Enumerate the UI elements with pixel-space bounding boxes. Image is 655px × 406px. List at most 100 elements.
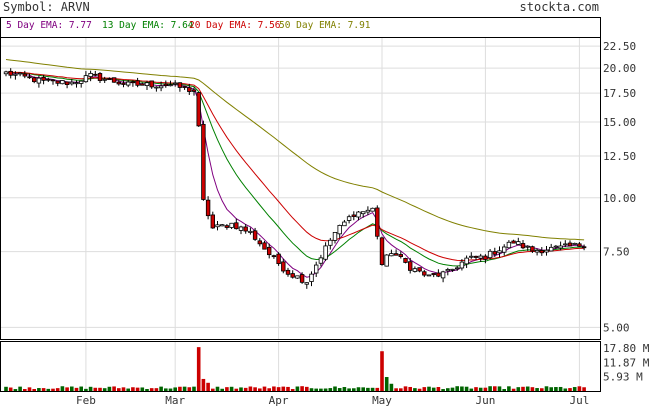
candle-up [17, 72, 23, 75]
volume-bar [300, 386, 304, 391]
legend-ema5: 5 Day EMA: 7.77 [6, 20, 92, 31]
candle-up [450, 268, 455, 271]
volume-bar [140, 387, 145, 391]
candle-down [281, 261, 286, 272]
candle-down [130, 81, 136, 84]
volume-bar [323, 388, 328, 391]
candle-down [436, 272, 441, 277]
candle-up [154, 86, 159, 89]
candle-down [234, 222, 239, 230]
volume-bar [215, 386, 220, 391]
candle-down [407, 261, 413, 271]
candle-up [102, 78, 107, 81]
volume-bar [84, 388, 88, 391]
price-tick-label: 22.50 [603, 40, 636, 53]
volume-bar [493, 386, 497, 391]
volume-bar [507, 386, 511, 391]
ema-line-50 [5, 59, 585, 241]
volume-bar [563, 388, 568, 391]
candle-up [370, 207, 375, 212]
candle-down [393, 253, 399, 256]
price-tick-label: 7.50 [603, 246, 630, 259]
volume-bar [521, 386, 525, 391]
volume-bar [65, 387, 69, 391]
candle-down [539, 250, 544, 254]
volume-bar [262, 386, 267, 391]
candle-down [224, 225, 230, 228]
volume-bar [27, 387, 32, 391]
volume-bar [239, 387, 243, 391]
candle-up [544, 249, 549, 253]
volume-bar [32, 388, 36, 391]
price-tick-label: 10.00 [603, 192, 636, 205]
volume-bar [333, 386, 337, 391]
volume-bar [18, 386, 22, 391]
volume-bar [60, 386, 65, 391]
candle-down [422, 271, 427, 276]
volume-bar [549, 387, 553, 391]
ema-line-20 [5, 71, 585, 262]
candle-down [530, 246, 535, 252]
candle-up [558, 245, 563, 249]
candle-up [229, 222, 234, 228]
volume-bar [225, 387, 229, 391]
volume-bar [436, 387, 441, 391]
candle-down [149, 80, 154, 88]
volume-bar [337, 388, 342, 391]
candle-up [389, 253, 394, 257]
candle-up [487, 250, 493, 259]
volume-bar [276, 387, 281, 391]
candle-up [549, 246, 554, 252]
candle-down [140, 83, 145, 86]
volume-bar [46, 388, 51, 391]
candle-down [121, 82, 126, 85]
volume-bar [502, 389, 506, 391]
month-label: Mar [165, 394, 185, 406]
candle-down [299, 274, 305, 283]
candle-down [46, 78, 51, 81]
candle-up [506, 241, 512, 249]
volume-bar [352, 388, 356, 391]
candle-up [563, 243, 568, 246]
candle-up [516, 241, 521, 245]
volume-bar [525, 386, 530, 391]
volume-bar [243, 387, 248, 391]
price-tick-label: 20.00 [603, 62, 636, 75]
volume-tick-label: 5.93 M [603, 371, 643, 384]
candle-down [417, 267, 422, 272]
volume-bar [290, 389, 295, 391]
price-candles [3, 68, 587, 289]
candle-down [511, 240, 516, 244]
candle-up [295, 275, 300, 279]
legend-ema13: 13 Day EMA: 7.64 [102, 20, 194, 31]
candle-up [365, 209, 371, 213]
candle-up [459, 261, 465, 269]
candle-down [285, 269, 291, 275]
candle-up [60, 80, 65, 85]
volume-panel-frame [0, 341, 601, 392]
volume-bar [281, 386, 286, 391]
candle-up [412, 268, 418, 272]
candle-down [41, 76, 46, 81]
volume-bar [361, 387, 365, 391]
candle-down [351, 214, 356, 217]
candle-down [93, 73, 98, 76]
volume-bar [272, 386, 276, 391]
volume-bar [126, 388, 130, 391]
volume-bar [309, 388, 314, 391]
candle-up [248, 230, 253, 233]
volume-bar [131, 387, 135, 391]
candle-up [36, 77, 42, 84]
volume-bar [178, 386, 182, 391]
candle-up [346, 216, 352, 221]
x-axis-labels: Feb Mar Apr May Jun Jul [76, 394, 589, 406]
candle-down [8, 70, 13, 76]
candle-up [323, 245, 328, 260]
volume-bar [135, 387, 140, 391]
candle-down [64, 81, 70, 85]
volume-tick-label: 17.80 M [603, 342, 650, 355]
candle-down [271, 255, 277, 258]
volume-bar [107, 386, 112, 391]
volume-bar [112, 386, 116, 391]
